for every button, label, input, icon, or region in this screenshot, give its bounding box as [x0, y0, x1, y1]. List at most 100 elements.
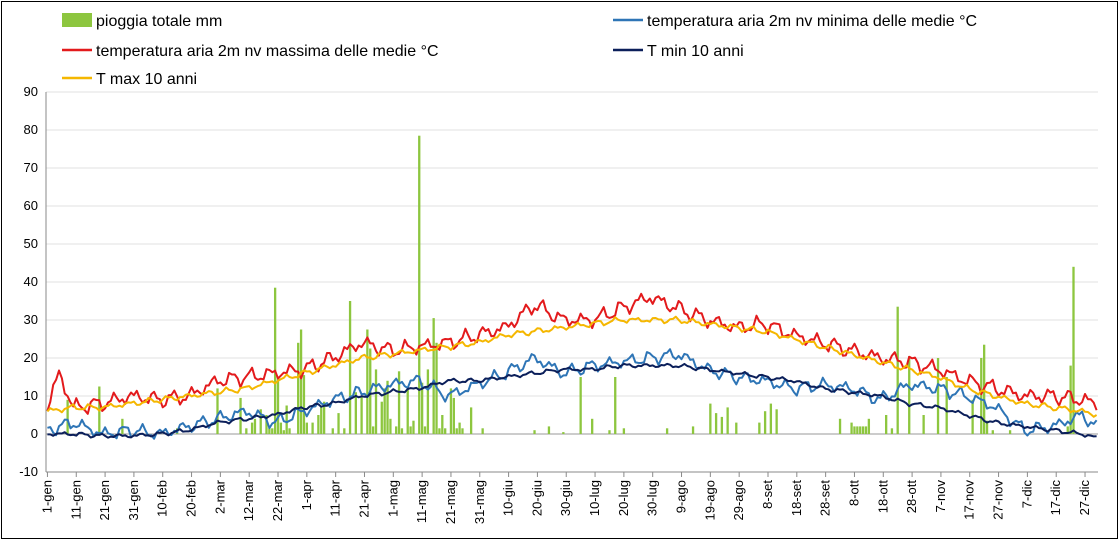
rain-bar	[714, 413, 718, 434]
rain-bar	[285, 405, 288, 434]
rain-bar	[371, 426, 375, 434]
rain-bar	[380, 401, 383, 434]
rain-bar	[547, 426, 551, 434]
y-tick-label: 20	[24, 350, 38, 365]
rain-bar	[259, 409, 262, 434]
y-tick-label: 30	[24, 312, 38, 327]
x-tick-label: 9-ago	[674, 480, 689, 513]
rain-bar	[614, 377, 617, 434]
rain-bar	[66, 399, 69, 434]
rain-bar	[1066, 426, 1069, 434]
series-line-tmax-10-anni	[46, 315, 1098, 418]
rain-bar	[922, 415, 925, 434]
x-tick-label: 10-giu	[501, 480, 516, 516]
y-tick-label: 70	[24, 160, 38, 175]
legend-item-tmin-10: T min 10 anni	[613, 43, 744, 60]
rain-bar	[337, 413, 340, 434]
rain-bar	[305, 422, 308, 434]
rain-bar	[441, 415, 444, 434]
x-tick-label: 29-ago	[731, 480, 746, 520]
rain-bar	[406, 388, 409, 434]
x-tick-label: 2-mar	[212, 479, 227, 514]
rain-bar	[859, 426, 862, 434]
x-tick-label: 20-giu	[529, 480, 544, 516]
rain-bar	[945, 377, 948, 434]
rain-bar	[867, 418, 871, 434]
rain-bar	[691, 426, 695, 434]
rain-bar	[320, 407, 323, 434]
rain-bar	[579, 377, 582, 434]
x-tick-label: 17-nov	[962, 480, 977, 520]
rain-bar	[216, 388, 219, 434]
y-tick-label: 80	[24, 122, 38, 137]
rain-bar	[455, 428, 458, 434]
rain-bar	[426, 369, 430, 434]
rain-bar	[297, 342, 300, 434]
rain-bar	[991, 430, 994, 434]
rain-bar	[591, 418, 594, 434]
rain-bar	[239, 397, 242, 434]
y-tick-label: 50	[24, 236, 38, 251]
rain-bar	[409, 426, 412, 434]
rain-bar	[395, 426, 398, 434]
x-tick-label: 30-giu	[558, 480, 573, 516]
rain-bar	[908, 356, 911, 434]
rain-bar	[709, 403, 712, 434]
legend-label: T max 10 anni	[96, 71, 197, 88]
rain-bar	[354, 392, 357, 434]
legend-label: T min 10 anni	[647, 43, 744, 60]
rain-bar	[758, 422, 761, 434]
rain-bar	[720, 416, 724, 434]
rain-bar	[383, 388, 386, 434]
x-tick-label: 17-dic	[1048, 480, 1063, 516]
legend-label: temperatura aria 2m nv minima delle medi…	[647, 13, 977, 30]
rain-bar	[775, 409, 778, 434]
rain-bar	[400, 428, 404, 434]
rain-bar	[438, 428, 441, 434]
rain-bar	[322, 401, 326, 434]
rain-bar	[449, 388, 453, 434]
rain-bar	[608, 430, 611, 434]
rain-bar	[302, 375, 306, 434]
rain-bar	[412, 420, 415, 434]
rain-bar	[461, 428, 464, 434]
rain-bar	[265, 415, 268, 434]
rain-bar	[622, 428, 626, 434]
x-tick-label: 7-nov	[933, 480, 948, 513]
rain-bar	[374, 369, 378, 434]
rain-bar	[726, 407, 729, 434]
rain-bar	[432, 318, 435, 434]
rain-bar	[735, 422, 738, 434]
rain-bar	[665, 428, 669, 434]
rain-bar	[268, 428, 271, 434]
legend-item-tmax-10: T max 10 anni	[62, 71, 197, 88]
rain-bar	[853, 426, 856, 434]
legend-label: temperatura aria 2m nv massima delle med…	[96, 43, 439, 60]
rain-bar	[245, 428, 248, 434]
rain-bar	[763, 411, 767, 434]
rain-bar	[458, 422, 461, 434]
x-tick-label: 11-apr	[328, 479, 343, 516]
x-tick-label: 22-mar	[270, 479, 285, 521]
rain-bar	[282, 430, 285, 434]
rain-bar	[271, 428, 274, 434]
x-tick-label: 21-mag	[443, 480, 458, 524]
rain-bar	[469, 407, 473, 434]
x-tick-label: 18-ott	[875, 480, 890, 514]
rain-bar	[420, 382, 424, 434]
x-tick-label: 7-dic	[1019, 480, 1034, 509]
rain-bar	[288, 428, 291, 434]
y-tick-label: 60	[24, 198, 38, 213]
rain-bar	[397, 371, 401, 434]
rain-bar	[348, 301, 352, 434]
rain-bar	[890, 428, 894, 434]
line-layer	[46, 292, 1098, 440]
x-tick-label: 10-lug	[587, 480, 602, 516]
rain-bar	[985, 420, 989, 434]
x-tick-label: 20-lug	[616, 480, 631, 516]
x-tick-label: 21-apr	[356, 479, 371, 517]
x-tick-label: 21-gen	[97, 480, 112, 520]
